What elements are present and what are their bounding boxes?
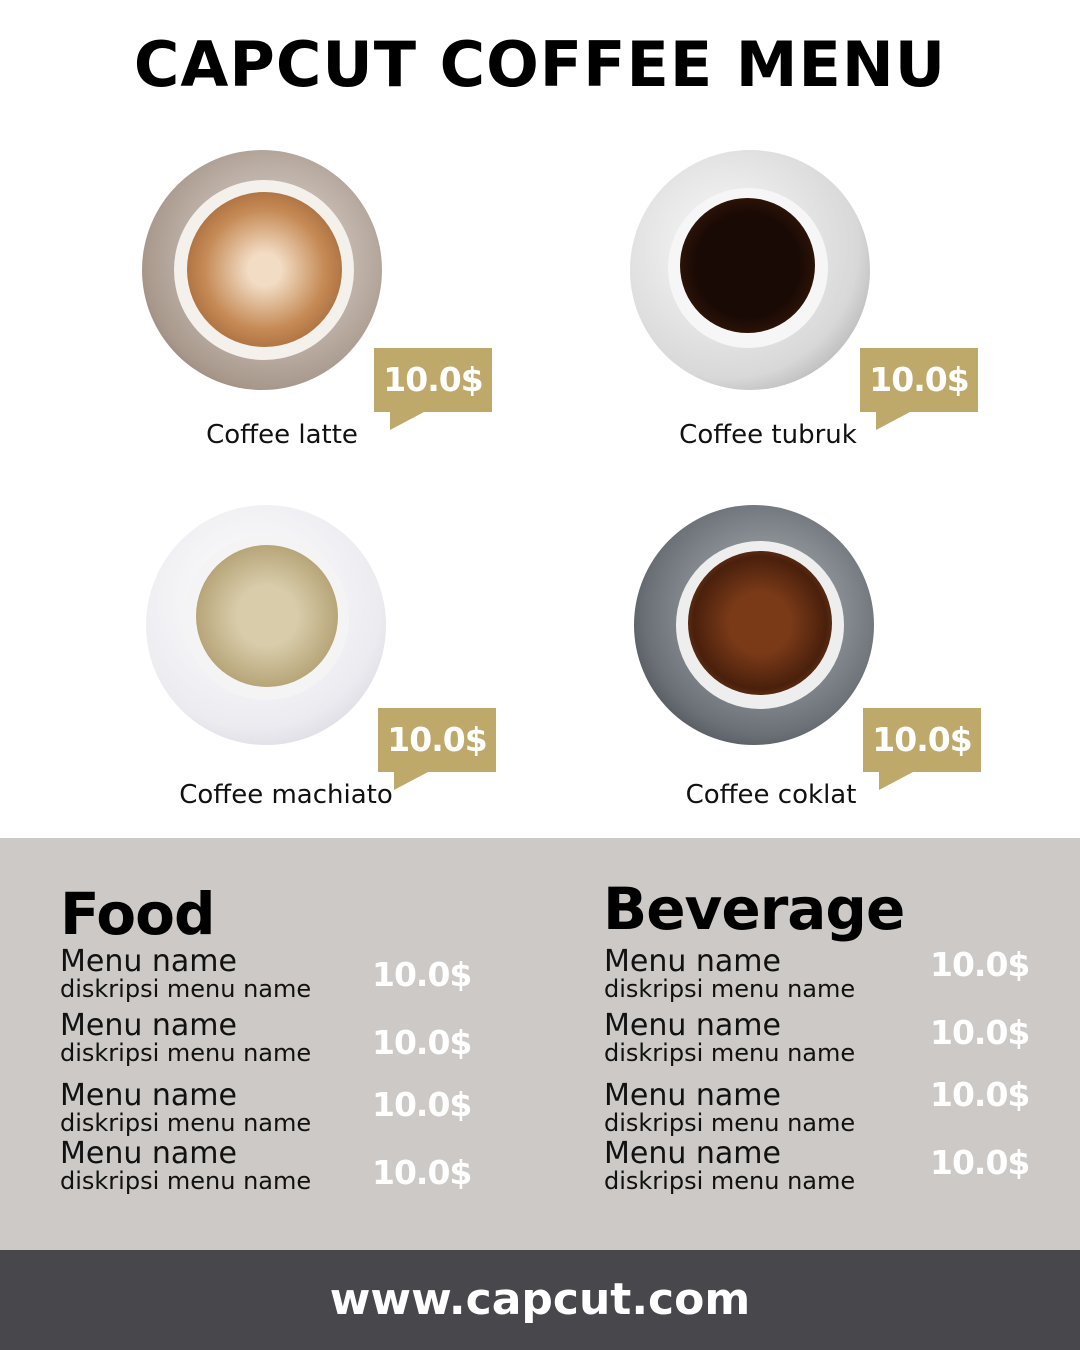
menu-item-description: diskripsi menu name: [60, 1167, 312, 1195]
menu-item-name: Menu name: [604, 1136, 781, 1171]
menu-item-price: 10.0$: [372, 955, 472, 994]
menu-item-price: 10.0$: [372, 1153, 472, 1192]
menu-item-description: diskripsi menu name: [60, 975, 312, 1003]
page-title: CAPCUT COFFEE MENU: [133, 28, 947, 101]
website-footer[interactable]: www.capcut.com: [0, 1250, 1080, 1350]
beverage-heading: Beverage: [603, 875, 905, 943]
menu-item-description: diskripsi menu name: [60, 1109, 312, 1137]
price-tag: 10.0$: [378, 708, 496, 790]
menu-item-name: Menu name: [604, 944, 781, 979]
coffee-latte-image: [142, 150, 382, 390]
menu-item-price: 10.0$: [930, 945, 1030, 984]
coffee-coklat-image: [634, 505, 874, 745]
menu-item-name: Menu name: [60, 1136, 237, 1171]
coffee-name: Coffee tubruk: [679, 420, 857, 450]
food-heading: Food: [60, 880, 215, 948]
menu-section: [0, 838, 1080, 1250]
menu-item-price: 10.0$: [930, 1075, 1030, 1114]
menu-item-description: diskripsi menu name: [604, 1039, 856, 1067]
menu-item-name: Menu name: [604, 1078, 781, 1113]
menu-item-name: Menu name: [60, 1078, 237, 1113]
menu-item-name: Menu name: [60, 1008, 237, 1043]
menu-item-name: Menu name: [60, 944, 237, 979]
menu-item-price: 10.0$: [372, 1023, 472, 1062]
menu-item-name: Menu name: [604, 1008, 781, 1043]
coffee-tubruk-image: [630, 150, 870, 390]
price-tag: 10.0$: [863, 708, 981, 790]
menu-item-description: diskripsi menu name: [604, 1167, 856, 1195]
coffee-name: Coffee machiato: [179, 780, 393, 810]
menu-item-description: diskripsi menu name: [604, 1109, 856, 1137]
price-tag: 10.0$: [860, 348, 978, 430]
menu-item-price: 10.0$: [930, 1143, 1030, 1182]
price-tag: 10.0$: [374, 348, 492, 430]
coffee-name: Coffee coklat: [685, 780, 857, 810]
menu-item-price: 10.0$: [372, 1085, 472, 1124]
menu-item-description: diskripsi menu name: [60, 1039, 312, 1067]
coffee-machiato-image: [146, 505, 386, 745]
menu-item-description: diskripsi menu name: [604, 975, 856, 1003]
menu-item-price: 10.0$: [930, 1013, 1030, 1052]
coffee-name: Coffee latte: [206, 420, 358, 450]
